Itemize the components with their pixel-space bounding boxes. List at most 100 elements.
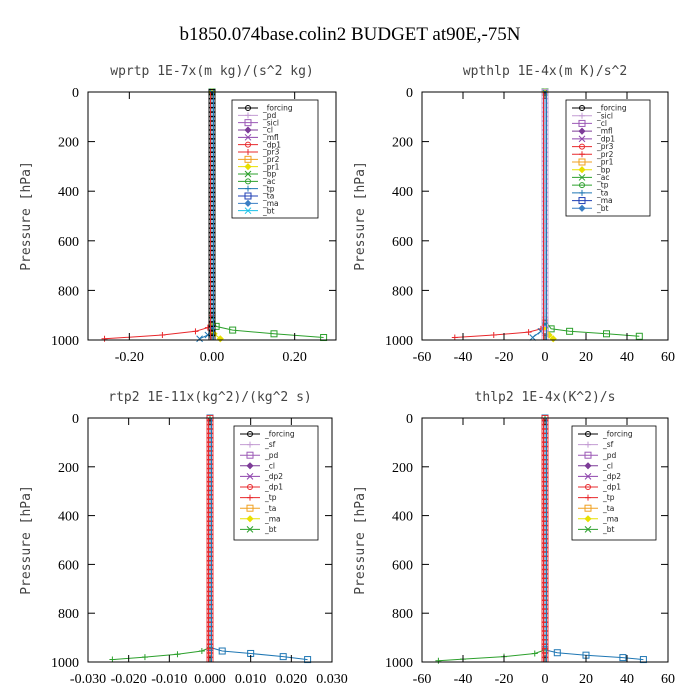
zero-profile-marker: [541, 643, 549, 650]
zero-profile-marker: [208, 272, 216, 278]
y-tick-label: 1000: [51, 656, 79, 671]
legend-box: [565, 99, 651, 217]
x-tick-label: -0.020: [111, 672, 147, 687]
zero-profile-marker: [541, 222, 549, 229]
y-tick-label: 400: [58, 185, 79, 200]
zero-profile-marker: [206, 533, 214, 540]
zero-profile-marker: [208, 321, 216, 328]
legend: _forcing_sicl_cl_mfl_dp1_pr3_pr2_pr1_bp_…: [565, 99, 651, 217]
zero-profile-marker: [541, 267, 549, 274]
zero-profile-marker: [206, 524, 214, 531]
zero-profile-marker: [541, 445, 549, 452]
zero-profile-marker: [541, 164, 549, 171]
zero-profile-marker: [541, 142, 549, 149]
legend-marker: [247, 441, 253, 448]
zero-profile-marker: [541, 520, 549, 527]
zero-profile-marker: [541, 196, 549, 203]
legend-label: _pd: [602, 451, 617, 460]
zero-profile-marker: [208, 200, 216, 207]
zero-profile-marker: [208, 147, 216, 153]
zero-profile-marker: [208, 303, 216, 310]
legend-label: _tp: [596, 181, 609, 190]
legend-label: _pr1: [262, 162, 280, 171]
zero-profile-marker: [206, 590, 214, 597]
zero-profile-marker: [208, 294, 216, 301]
panel-title: rtp2 1E-11x(kg^2)/(kg^2 s): [108, 390, 312, 405]
legend-label: _pr3: [262, 148, 280, 157]
zero-profile-marker: [541, 321, 549, 328]
zero-profile-marker: [206, 463, 214, 470]
zero-profile-marker: [208, 289, 216, 296]
zero-profile-marker: [541, 133, 549, 140]
y-axis-label: Pressure [hPa]: [353, 485, 368, 595]
zero-profile-marker: [541, 516, 549, 522]
zero-profile-marker: [206, 437, 214, 443]
legend-marker: [579, 189, 585, 196]
x-tick-label: 0.010: [235, 672, 267, 687]
zero-profile-marker: [541, 595, 549, 602]
legend-marker: [579, 182, 585, 189]
zero-profile-marker: [541, 428, 549, 435]
zero-profile-marker: [541, 281, 549, 287]
legend-label: _tp: [264, 493, 277, 502]
zero-profile-marker: [206, 581, 214, 588]
y-tick-label: 200: [58, 136, 79, 151]
legend-marker: [585, 484, 591, 490]
zero-profile-marker: [541, 240, 549, 247]
legend-label: _dp2: [602, 472, 621, 481]
x-tick-label: -40: [454, 672, 473, 687]
legend-marker: [578, 197, 586, 205]
zero-profile-marker: [208, 151, 216, 158]
x-tick-label: 0.00: [200, 350, 225, 365]
legend-label: _dp1: [602, 483, 621, 492]
zero-profile-marker: [206, 568, 214, 575]
zero-profile-marker: [208, 169, 216, 176]
legend-marker: [245, 105, 251, 111]
legend-label: _bt: [264, 525, 277, 534]
series-marker: [531, 650, 538, 657]
legend-marker: [246, 462, 254, 470]
zero-profile-marker: [206, 467, 214, 474]
legend-marker: [244, 133, 252, 141]
x-tick-label: 0.000: [194, 672, 226, 687]
legend-marker: [585, 431, 591, 437]
zero-profile-marker: [541, 303, 549, 310]
zero-profile-marker: [541, 258, 549, 265]
x-tick-label: 0.20: [282, 350, 307, 365]
legend-label: _forcing: [602, 430, 633, 439]
y-tick-label: 400: [392, 185, 413, 200]
legend-marker: [244, 126, 252, 134]
zero-profile-marker: [206, 432, 214, 439]
zero-profile-marker: [541, 205, 549, 212]
zero-profile-marker: [541, 529, 549, 536]
zero-profile-marker: [208, 249, 216, 256]
series-marker: [639, 656, 647, 664]
zero-profile-marker: [206, 498, 214, 505]
zero-profile-marker: [206, 480, 214, 487]
zero-profile-marker: [541, 120, 549, 127]
zero-profile-marker: [206, 520, 214, 527]
zero-profile-marker: [541, 630, 549, 637]
legend-marker: [585, 494, 591, 501]
zero-profile-marker: [206, 586, 214, 593]
zero-profile-marker: [541, 249, 549, 256]
zero-profile-marker: [206, 494, 214, 501]
legend-marker: [244, 192, 252, 200]
zero-profile-marker: [208, 276, 216, 283]
legend-marker: [244, 155, 252, 163]
y-tick-label: 600: [58, 558, 79, 573]
legend-marker: [578, 204, 586, 212]
zero-profile-marker: [541, 577, 549, 584]
legend-marker: [245, 149, 251, 155]
legend-marker: [578, 158, 586, 166]
figure-title: b1850.074base.colin2 BUDGET at90E,-75N: [179, 24, 520, 45]
legend-marker: [578, 119, 586, 127]
zero-profile-marker: [541, 564, 549, 571]
zero-profile-marker: [206, 621, 214, 628]
legend-label: _tp: [602, 493, 615, 502]
legend-marker: [579, 151, 585, 158]
zero-profile-marker: [206, 599, 214, 606]
legend-marker: [245, 112, 251, 119]
series-marker: [101, 335, 108, 342]
zero-profile-marker: [206, 472, 214, 479]
